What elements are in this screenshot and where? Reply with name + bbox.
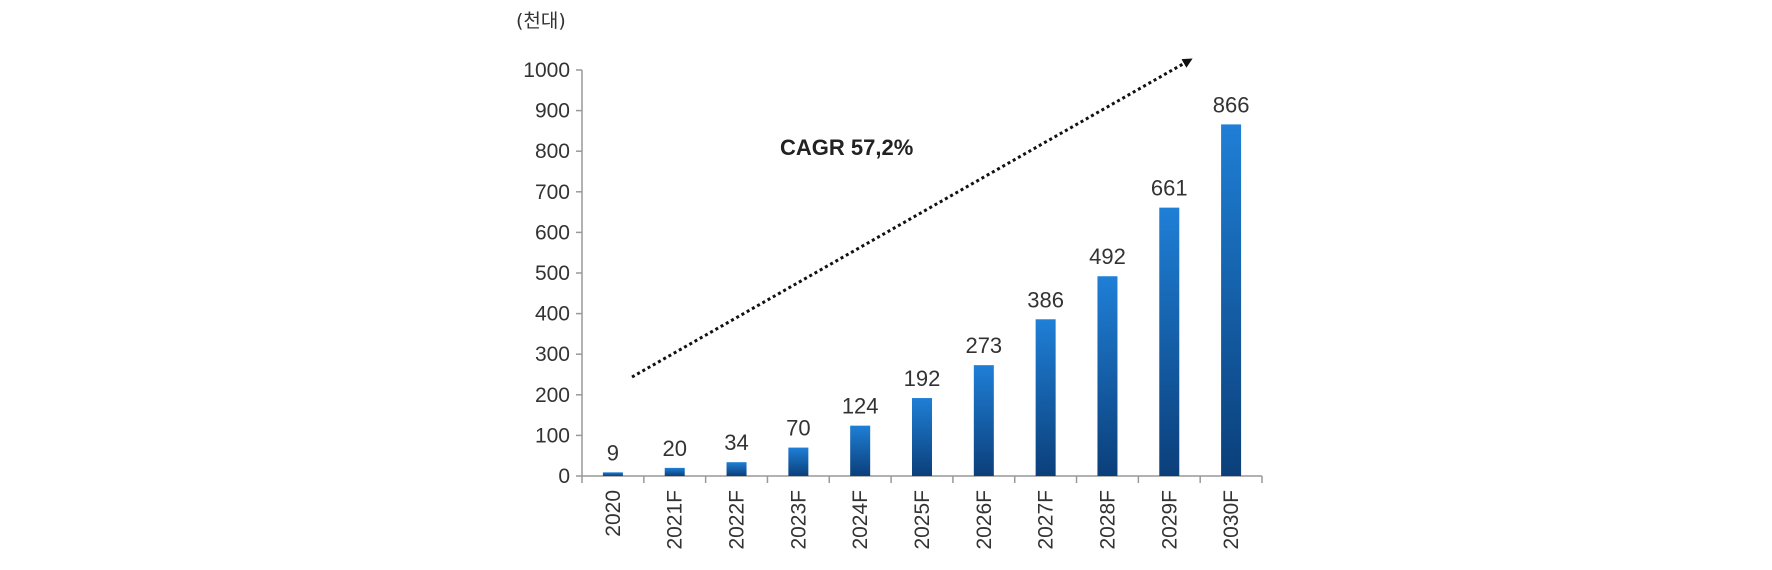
data-label-2023f: 70: [786, 416, 810, 441]
data-label-2027f: 386: [1027, 287, 1064, 312]
y-tick-label: 100: [535, 424, 570, 447]
data-label-2024f: 124: [842, 394, 879, 419]
data-label-2020: 9: [607, 440, 619, 465]
x-tick-label-2029f: 2029F: [1158, 490, 1181, 550]
y-tick-label: 700: [535, 181, 570, 204]
x-tick-label-2030f: 2030F: [1220, 490, 1243, 550]
y-tick-label: 0: [558, 465, 570, 488]
x-tick-label-2025f: 2025F: [911, 490, 934, 550]
y-tick-label: 300: [535, 343, 570, 366]
x-tick-label-2021f: 2021F: [664, 490, 687, 550]
axes-layer: 0 100 200 300 400 500 600 700 800 900 1000: [523, 59, 1263, 488]
bars-layer: [602, 124, 1242, 477]
y-tick-label: 600: [535, 221, 570, 244]
bar-2025f: [912, 398, 932, 476]
x-tick-label-2022f: 2022F: [726, 490, 749, 550]
data-label-2025f: 192: [904, 366, 941, 391]
x-tick-label-2024f: 2024F: [849, 490, 872, 550]
data-label-2030f: 866: [1213, 92, 1250, 117]
data-label-2028f: 492: [1089, 244, 1126, 269]
bar-2027f: [1035, 319, 1056, 476]
y-tick-label: 800: [535, 140, 570, 163]
labels-layer: 92020202021F342022F702023F1242024F192202…: [602, 92, 1250, 549]
bar-2020: [602, 472, 623, 476]
x-tick-label-2028f: 2028F: [1096, 490, 1119, 550]
bar-2028f: [1097, 276, 1118, 476]
x-tick-label-2027f: 2027F: [1035, 490, 1058, 550]
x-tick-label-2026f: 2026F: [973, 490, 996, 550]
bar-2026f: [973, 365, 994, 476]
data-label-2026f: 273: [965, 333, 1002, 358]
x-tick-label-2023f: 2023F: [787, 490, 810, 550]
y-tick-label: 1000: [523, 59, 570, 82]
cagr-trend-arrow: [631, 58, 1193, 379]
y-tick-label: 200: [535, 384, 570, 407]
data-label-2022f: 34: [724, 430, 748, 455]
bar-2030f: [1221, 124, 1242, 477]
y-tick-label: 900: [535, 100, 570, 123]
bar-2022f: [726, 462, 747, 476]
y-tick-label: 400: [535, 303, 570, 326]
y-tick-label: 500: [535, 262, 570, 285]
bar-2024f: [850, 425, 871, 476]
bar-2029f: [1159, 207, 1180, 476]
x-tick-label-2020: 2020: [602, 490, 625, 537]
bar-2023f: [788, 447, 809, 476]
unit-label: (천대): [516, 10, 566, 32]
data-label-2021f: 20: [662, 436, 686, 461]
cagr-annotation: CAGR 57,2%: [780, 135, 913, 160]
bar-2021f: [664, 467, 685, 476]
data-label-2029f: 661: [1151, 176, 1188, 201]
